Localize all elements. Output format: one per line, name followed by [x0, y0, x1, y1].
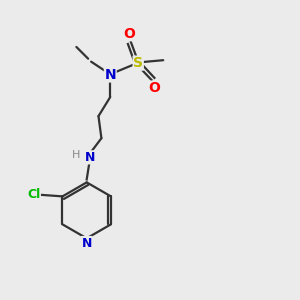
Text: N: N [85, 151, 95, 164]
Text: H: H [72, 150, 81, 160]
Text: S: S [133, 56, 143, 70]
Text: O: O [148, 81, 160, 95]
Text: Cl: Cl [27, 188, 40, 201]
Text: N: N [82, 236, 92, 250]
Text: O: O [124, 27, 135, 41]
Text: N: N [104, 68, 116, 82]
